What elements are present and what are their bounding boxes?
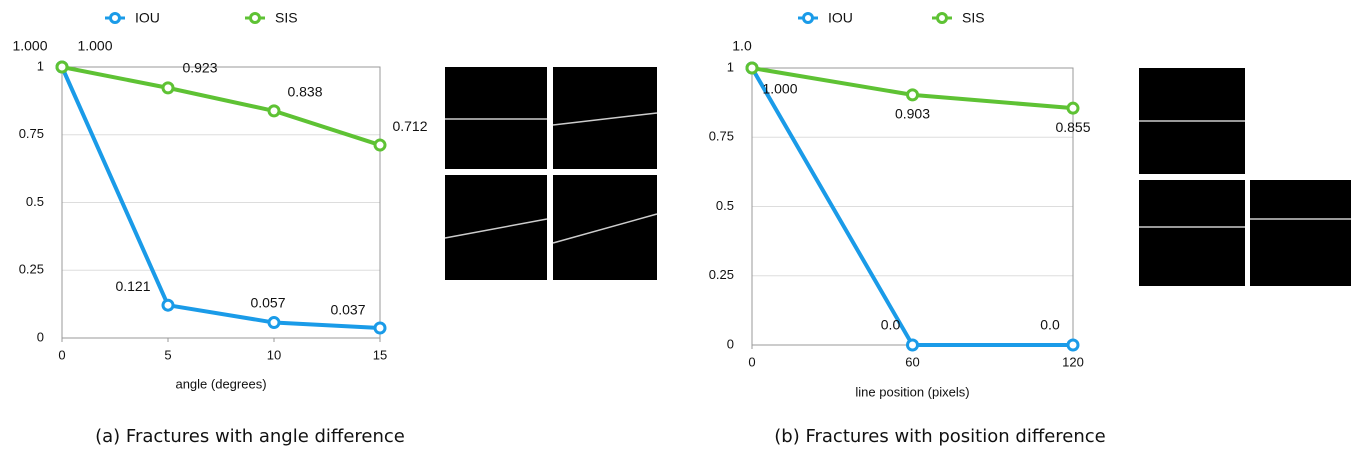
thumbnail xyxy=(553,67,657,169)
y-tick-label: 0.75 xyxy=(709,129,734,144)
x-tick-label: 10 xyxy=(267,347,281,362)
data-point xyxy=(747,63,757,73)
data-label: 0.838 xyxy=(287,84,322,100)
data-label: 1.000 xyxy=(762,81,797,97)
x-tick-label: 120 xyxy=(1062,354,1084,369)
y-tick-label: 1 xyxy=(37,58,44,73)
data-point xyxy=(269,106,279,116)
data-label: 1.0 xyxy=(732,38,752,54)
data-label: 0.923 xyxy=(182,60,217,76)
data-label: 0.0 xyxy=(881,317,901,333)
legend-label: IOU xyxy=(828,10,853,26)
data-point xyxy=(908,340,918,350)
thumbnails-b xyxy=(1139,68,1351,286)
series-line xyxy=(62,67,380,145)
thumbnails-a xyxy=(445,67,657,280)
data-label: 0.057 xyxy=(250,294,285,310)
series-line xyxy=(62,67,380,328)
data-label: 0.0 xyxy=(1040,317,1060,333)
data-point xyxy=(57,62,67,72)
data-point xyxy=(163,83,173,93)
data-label: 0.712 xyxy=(392,118,427,134)
data-label: 0.903 xyxy=(895,106,930,122)
legend-marker xyxy=(938,14,947,23)
data-label: 1.000 xyxy=(12,38,47,54)
data-label: 0.037 xyxy=(330,302,365,318)
y-tick-label: 0 xyxy=(37,329,44,344)
x-tick-label: 15 xyxy=(373,347,387,362)
x-axis-label: angle (degrees) xyxy=(175,376,266,391)
thumbnail xyxy=(1250,180,1351,286)
data-label: 1.000 xyxy=(77,38,112,54)
y-tick-label: 0.25 xyxy=(709,267,734,282)
y-tick-label: 0.5 xyxy=(26,194,44,209)
data-point xyxy=(375,323,385,333)
legend-marker xyxy=(111,14,120,23)
data-point xyxy=(1068,340,1078,350)
thumbnail xyxy=(1139,180,1245,286)
figure: 00.250.50.751051015angle (degrees)1.0000… xyxy=(0,0,1351,453)
y-tick-label: 0.5 xyxy=(716,198,734,213)
y-tick-label: 0.75 xyxy=(19,126,44,141)
x-tick-label: 0 xyxy=(58,347,65,362)
thumbnail xyxy=(553,175,657,280)
legend-marker xyxy=(804,14,813,23)
data-point xyxy=(163,300,173,310)
x-tick-label: 60 xyxy=(905,354,919,369)
legend-label: SIS xyxy=(275,10,298,26)
data-point xyxy=(908,90,918,100)
x-tick-label: 0 xyxy=(748,354,755,369)
data-label: 0.121 xyxy=(115,278,150,294)
legend-label: SIS xyxy=(962,10,985,26)
y-tick-label: 0 xyxy=(727,336,734,351)
data-point xyxy=(269,318,279,328)
page: 00.250.50.751051015angle (degrees)1.0000… xyxy=(0,0,1351,453)
x-axis-label: line position (pixels) xyxy=(855,384,969,399)
caption: (a) Fractures with angle difference xyxy=(95,426,405,447)
caption: (b) Fractures with position difference xyxy=(774,426,1106,447)
data-point xyxy=(375,140,385,150)
thumbnail xyxy=(445,67,547,169)
y-tick-label: 0.25 xyxy=(19,262,44,277)
legend-label: IOU xyxy=(135,10,160,26)
series-line xyxy=(752,68,1073,108)
y-tick-label: 1 xyxy=(727,59,734,74)
data-label: 0.855 xyxy=(1055,119,1090,135)
thumbnail xyxy=(445,175,547,280)
x-tick-label: 5 xyxy=(164,347,171,362)
legend-marker xyxy=(251,14,260,23)
data-point xyxy=(1068,103,1078,113)
